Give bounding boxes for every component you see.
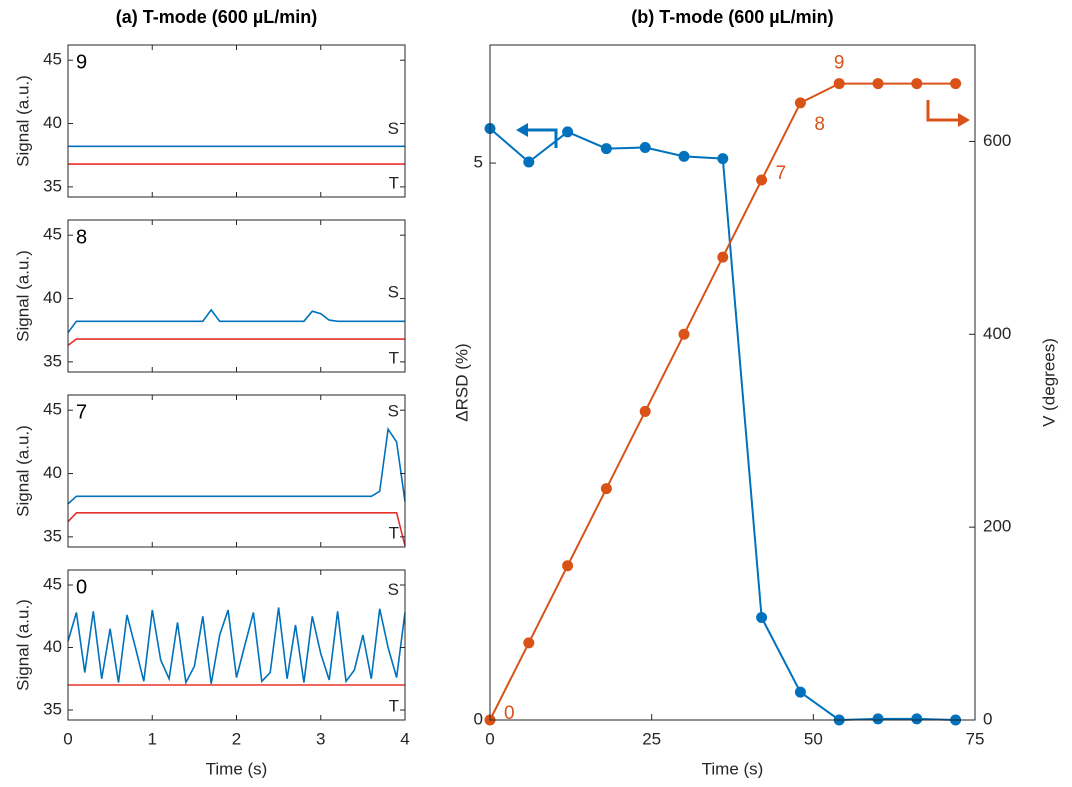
x-axis-label: Time (s) (206, 759, 268, 778)
point-label: 0 (504, 703, 515, 724)
y-tick-label: 35 (43, 351, 62, 370)
y-axis-label: ΔRSD (%) (452, 343, 471, 421)
y2-tick-label: 0 (983, 709, 992, 728)
x-tick-label: 0 (63, 729, 72, 748)
data-point (639, 405, 651, 417)
data-point (911, 713, 923, 725)
chart-title: (a) T-mode (600 µL/min) (116, 7, 317, 27)
y-tick-label: 45 (43, 400, 62, 419)
y-tick-label: 40 (43, 288, 62, 307)
y-tick-label: 45 (43, 225, 62, 244)
series-label: S (388, 119, 399, 138)
x-tick-label: 75 (966, 729, 985, 748)
y-axis-label: Signal (a.u.) (13, 599, 32, 691)
data-point (833, 78, 845, 90)
chart-title: (b) T-mode (600 µL/min) (631, 7, 833, 27)
plot-frame (67, 394, 406, 548)
point-label: 8 (814, 114, 825, 135)
series-label: S (388, 402, 399, 421)
data-point (872, 78, 884, 90)
y-tick-label: 40 (43, 637, 62, 656)
right-axis-arrow (926, 100, 962, 122)
point-label: 7 (776, 163, 787, 184)
point-label: 9 (834, 53, 845, 74)
x-tick-label: 25 (642, 729, 661, 748)
data-point (950, 78, 962, 90)
signal-line (67, 511, 406, 546)
plot-frame (67, 569, 406, 721)
y-axis-label: Signal (a.u.) (13, 75, 32, 167)
x-tick-label: 0 (485, 729, 494, 748)
y2-axis-label: V (degrees) (1039, 338, 1058, 427)
data-point (872, 713, 884, 725)
data-point (639, 141, 651, 153)
y-tick-label: 35 (43, 176, 62, 195)
signal-line (67, 607, 406, 686)
data-point (756, 174, 768, 186)
series-label: T (389, 696, 399, 715)
x-tick-label: 1 (148, 729, 157, 748)
series-line (489, 82, 956, 721)
data-point (600, 483, 612, 495)
y-tick-label: 45 (43, 50, 62, 69)
y2-tick-label: 200 (983, 517, 1011, 536)
data-point (600, 143, 612, 155)
y-tick-label: 35 (43, 699, 62, 718)
y-tick-label: 40 (43, 113, 62, 132)
series-label: T (389, 173, 399, 192)
y2-tick-label: 400 (983, 324, 1011, 343)
right-axis-arrowhead (958, 113, 970, 127)
plot-frame (67, 219, 406, 373)
data-point (756, 612, 768, 624)
data-point (523, 156, 535, 168)
series-label: S (388, 282, 399, 301)
plot-frame (67, 44, 406, 198)
y-tick-label: 5 (474, 153, 483, 172)
data-point (717, 251, 729, 263)
signal-line (67, 308, 405, 334)
y-tick-label: 40 (43, 463, 62, 482)
data-point (794, 97, 806, 109)
data-point (678, 150, 690, 162)
x-tick-label: 4 (400, 729, 409, 748)
data-point (523, 637, 535, 649)
panel-label: 0 (76, 576, 87, 598)
series-label: T (389, 348, 399, 367)
data-point (911, 78, 923, 90)
x-tick-label: 3 (316, 729, 325, 748)
y-axis-label: Signal (a.u.) (13, 250, 32, 342)
signal-line (67, 427, 406, 505)
x-tick-label: 2 (232, 729, 241, 748)
series-label: S (388, 580, 399, 599)
data-point (562, 126, 574, 138)
panel-label: 9 (76, 51, 87, 73)
plot-frame (489, 44, 976, 721)
panel-label: 8 (76, 226, 87, 248)
series-line (489, 127, 956, 722)
x-tick-label: 50 (804, 729, 823, 748)
y-tick-label: 35 (43, 526, 62, 545)
data-point (678, 328, 690, 340)
data-point (717, 153, 729, 165)
data-point (562, 560, 574, 572)
y2-tick-label: 600 (983, 131, 1011, 150)
y-tick-label: 0 (474, 709, 483, 728)
signal-line (67, 338, 405, 347)
series-label: T (389, 523, 399, 542)
data-point (794, 686, 806, 698)
left-axis-arrowhead (516, 123, 528, 137)
y-axis-label: Signal (a.u.) (13, 425, 32, 517)
x-axis-label: Time (s) (702, 759, 764, 778)
panel-label: 7 (76, 401, 87, 423)
y-tick-label: 45 (43, 574, 62, 593)
